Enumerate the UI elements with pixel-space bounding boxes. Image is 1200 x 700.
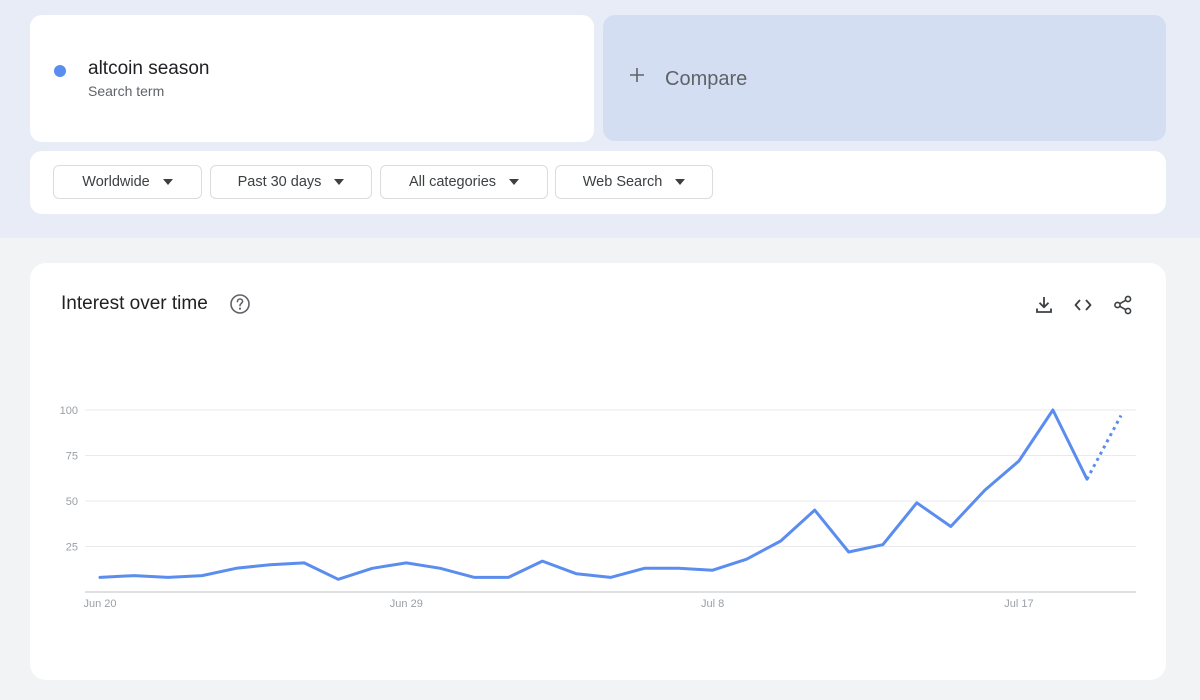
interest-line-chart: 25 50 75 100 Jun 20 Jun 29 Jul 8 Jul 17 — [60, 404, 1136, 610]
data-point[interactable] — [128, 570, 140, 582]
data-point[interactable] — [1081, 473, 1093, 485]
data-point[interactable] — [536, 555, 548, 567]
x-axis-ticks: Jun 20 Jun 29 Jul 8 Jul 17 — [83, 598, 1033, 610]
data-point[interactable] — [673, 562, 685, 574]
data-point[interactable] — [741, 553, 753, 565]
data-point[interactable] — [1013, 455, 1025, 467]
x-tick-label: Jun 20 — [83, 598, 116, 610]
compare-label: Compare — [665, 68, 748, 90]
data-point[interactable] — [1115, 409, 1127, 421]
data-point[interactable] — [502, 571, 514, 583]
data-point[interactable] — [945, 520, 957, 532]
compare-button[interactable]: Compare — [603, 15, 1166, 141]
data-point[interactable] — [809, 504, 821, 516]
embed-code-icon[interactable] — [1072, 294, 1094, 316]
download-icon[interactable] — [1033, 294, 1055, 316]
filter-time-range-label: Past 30 days — [237, 174, 322, 190]
data-point[interactable] — [775, 535, 787, 547]
y-axis-ticks: 25 50 75 100 — [60, 405, 78, 554]
filter-region-label: Worldwide — [82, 174, 150, 190]
filter-search-type[interactable]: Web Search — [555, 165, 713, 199]
x-tick-label: Jul 17 — [1004, 598, 1033, 610]
data-point[interactable] — [264, 559, 276, 571]
search-term-color-dot — [54, 65, 66, 77]
search-term-name[interactable]: altcoin season — [88, 58, 210, 79]
caret-down-icon — [162, 179, 173, 185]
search-term-card[interactable]: altcoin season Search term — [30, 15, 594, 142]
data-point[interactable] — [400, 557, 412, 569]
data-point[interactable] — [162, 571, 174, 583]
search-term-subtitle: Search term — [88, 83, 165, 99]
filter-category-label: All categories — [408, 174, 497, 190]
chart-title: Interest over time — [61, 293, 208, 314]
data-point[interactable] — [332, 573, 344, 585]
caret-down-icon — [509, 179, 520, 185]
interest-over-time-card: Interest over time 25 50 75 100 Jun 20 Jun 2… — [30, 263, 1166, 680]
data-point[interactable] — [1047, 404, 1059, 416]
y-tick-label: 25 — [66, 542, 78, 554]
data-point[interactable] — [196, 570, 208, 582]
data-point[interactable] — [707, 564, 719, 576]
series-line-solid — [98, 408, 1089, 581]
data-point[interactable] — [298, 557, 310, 569]
chart-gridlines — [85, 409, 1136, 593]
data-point[interactable] — [570, 568, 582, 580]
data-point[interactable] — [639, 562, 651, 574]
data-point[interactable] — [434, 562, 446, 574]
y-tick-label: 100 — [60, 405, 78, 417]
data-point[interactable] — [911, 497, 923, 509]
data-point[interactable] — [877, 539, 889, 551]
x-tick-label: Jun 29 — [390, 598, 423, 610]
chart-series — [94, 404, 1127, 585]
caret-down-icon — [334, 179, 345, 185]
y-tick-label: 50 — [66, 496, 78, 508]
plus-icon — [630, 68, 644, 82]
data-point[interactable] — [605, 571, 617, 583]
y-tick-label: 75 — [66, 451, 78, 463]
share-icon[interactable] — [1112, 294, 1134, 316]
filter-category[interactable]: All categories — [380, 165, 548, 199]
filter-time-range[interactable]: Past 30 days — [210, 165, 372, 199]
data-point[interactable] — [94, 571, 106, 583]
filter-search-type-label: Web Search — [582, 174, 663, 190]
series-line-partial — [1085, 414, 1123, 480]
x-tick-label: Jul 8 — [701, 598, 724, 610]
data-point[interactable] — [979, 484, 991, 496]
help-circle-icon[interactable] — [229, 293, 251, 315]
data-point[interactable] — [843, 546, 855, 558]
caret-down-icon — [675, 179, 686, 185]
filter-bar: Worldwide Past 30 days All categories We… — [30, 151, 1166, 214]
filter-region[interactable]: Worldwide — [53, 165, 202, 199]
data-point[interactable] — [366, 562, 378, 574]
data-point[interactable] — [468, 571, 480, 583]
data-point[interactable] — [230, 562, 242, 574]
